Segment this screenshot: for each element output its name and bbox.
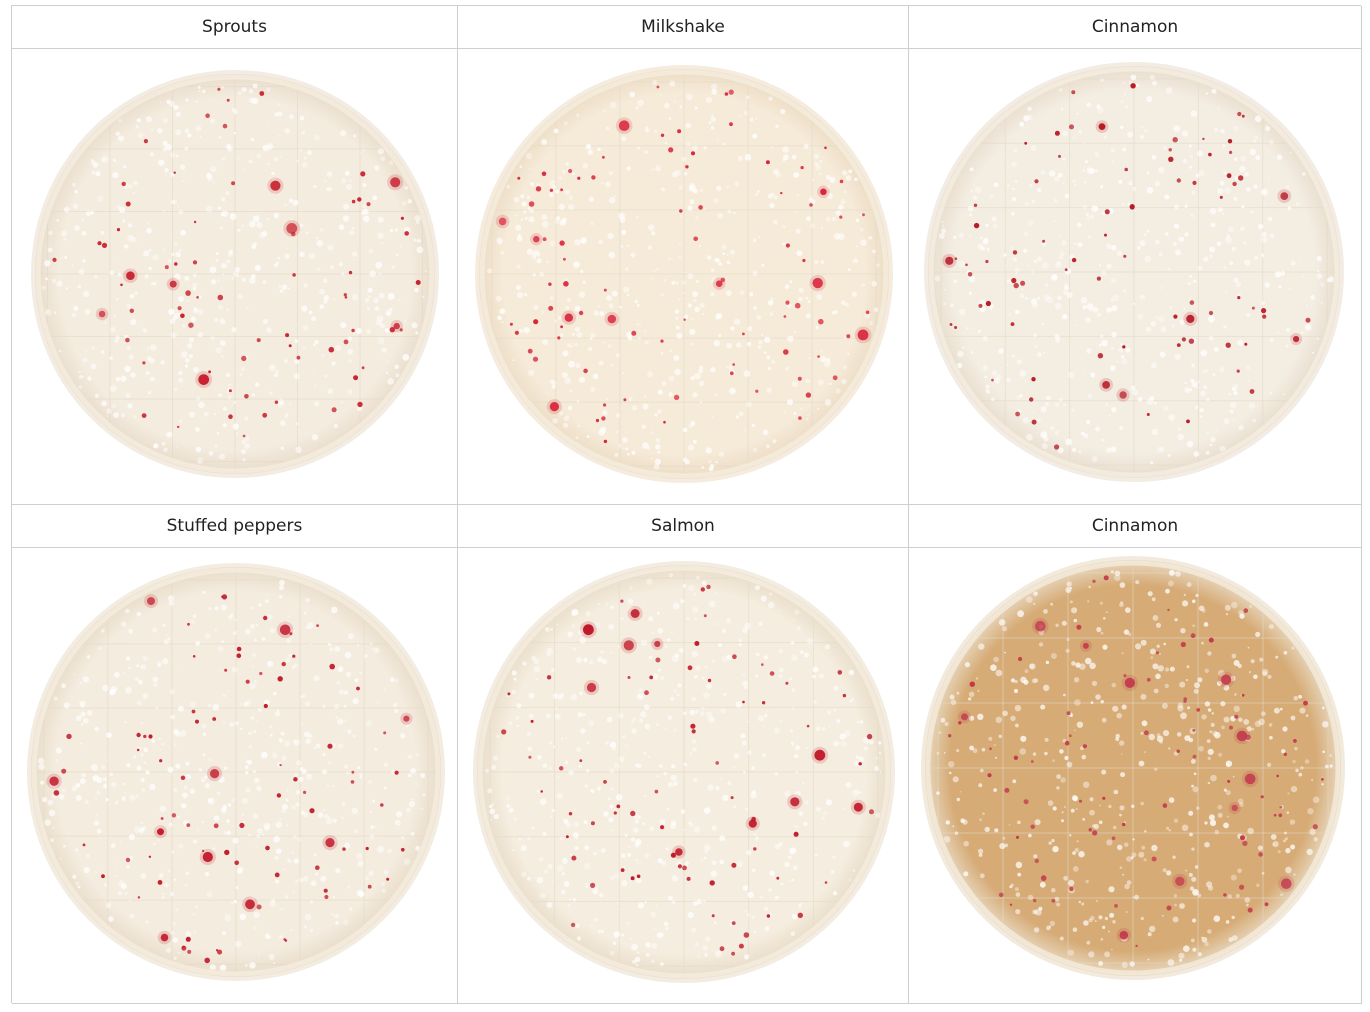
plate-grid: Sprouts Milkshake Cinnamon Stuffed peppe… — [11, 5, 1362, 1004]
plate-cell-stuffed-peppers: Stuffed peppers — [12, 505, 458, 1004]
plate-image-area — [909, 49, 1361, 504]
plate-label: Milkshake — [458, 6, 908, 49]
plate-image-area — [12, 548, 457, 1003]
petri-plate-image — [921, 556, 1345, 980]
plate-label: Cinnamon — [909, 505, 1361, 548]
plate-label: Salmon — [458, 505, 908, 548]
plate-cell-cinnamon-2: Cinnamon — [909, 505, 1362, 1004]
plate-cell-cinnamon: Cinnamon — [909, 6, 1362, 505]
petri-plate-image — [473, 561, 895, 983]
plate-image-area — [458, 49, 908, 504]
petri-plate-image — [31, 70, 439, 478]
plate-cell-salmon: Salmon — [458, 505, 909, 1004]
plate-image-area — [458, 548, 908, 1003]
plate-cell-sprouts: Sprouts — [12, 6, 458, 505]
plate-label: Stuffed peppers — [12, 505, 457, 548]
plate-image-area — [12, 49, 457, 504]
petri-plate-image — [475, 65, 893, 483]
plate-label: Sprouts — [12, 6, 457, 49]
plate-cell-milkshake: Milkshake — [458, 6, 909, 505]
plate-label: Cinnamon — [909, 6, 1361, 49]
plate-image-area — [909, 548, 1361, 1003]
petri-plate-image — [27, 563, 445, 981]
petri-plate-image — [924, 62, 1344, 482]
